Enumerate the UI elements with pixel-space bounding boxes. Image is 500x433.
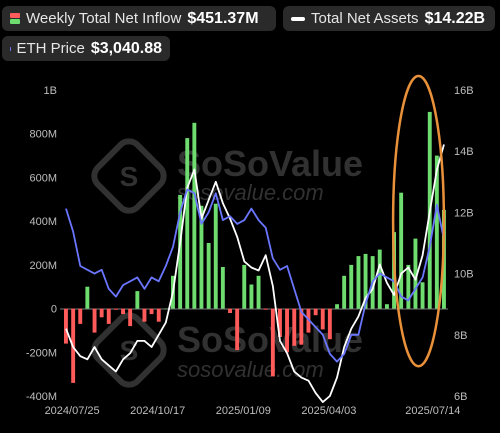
inflow-bar	[313, 308, 318, 316]
inflow-bar	[178, 194, 183, 309]
watermark-brand-bottom: SoSoValue	[177, 319, 363, 360]
inflow-bar	[199, 205, 204, 309]
inflow-bar	[156, 308, 161, 322]
inflow-bar	[64, 308, 68, 344]
eth-price-line	[65, 188, 445, 363]
watermark-url-bottom: sosovalue.com	[177, 357, 324, 382]
legend-price-label: ETH Price	[16, 40, 85, 57]
inflow-bar	[278, 308, 282, 337]
inflow-bar	[420, 282, 425, 309]
inflow-bar	[406, 264, 411, 309]
inflow-bar	[349, 264, 354, 309]
legend-inflow-label: Weekly Total Net Inflow	[26, 10, 182, 27]
x-tick-label: 2025/01/09	[216, 405, 271, 417]
inflow-bar	[270, 308, 275, 377]
inflow-bar	[192, 122, 197, 309]
y-left-tick-label: 600M	[29, 172, 57, 184]
inflow-bar	[220, 267, 225, 309]
inflow-bar	[242, 264, 247, 309]
y-left-tick-label: 200M	[29, 260, 57, 272]
inflow-bar	[327, 308, 332, 340]
y-right-tick-label: 16B	[454, 85, 474, 97]
y-right-tick-label: 14B	[454, 146, 474, 158]
legend-assets-value: $14.22B	[424, 9, 486, 27]
inflow-bar	[99, 308, 104, 318]
y-left-tick-label: 1B	[44, 85, 57, 97]
x-tick-label: 2024/07/25	[45, 405, 100, 417]
inflow-bar	[128, 308, 133, 327]
legend-assets-label: Total Net Assets	[311, 10, 419, 27]
y-left-tick-label: 400M	[29, 216, 57, 228]
inflow-bar	[320, 308, 325, 330]
inflow-bar	[385, 304, 389, 309]
inflow-bar	[342, 275, 347, 309]
inflow-bar	[106, 308, 111, 324]
legend-price-value: $3,040.88	[90, 39, 162, 57]
inflow-bar	[377, 249, 382, 309]
inflow-bar	[228, 308, 232, 313]
inflow-bars	[64, 111, 446, 383]
highlight-ellipse	[391, 74, 446, 368]
x-tick-label: 2025/07/14	[405, 405, 460, 417]
inflow-bar	[285, 308, 289, 353]
inflow-bar	[249, 284, 254, 309]
watermark-url-top: sosovalue.com	[177, 180, 324, 205]
inflow-bar	[92, 308, 97, 333]
total-net-assets-line	[65, 144, 445, 403]
watermark-brand-top: SoSoValue	[177, 143, 363, 184]
x-tick-label: 2024/10/17	[130, 405, 185, 417]
inflow-bar	[142, 308, 147, 322]
x-tick-label: 2025/04/03	[301, 405, 356, 417]
inflow-bar	[185, 138, 190, 309]
legend-inflow: Weekly Total Net Inflow $451.37M	[2, 6, 276, 31]
y-left-tick-label: -200M	[26, 347, 57, 359]
y-left-tick-label: 0	[51, 304, 57, 316]
inflow-bar	[149, 308, 154, 315]
inflow-bar	[434, 155, 439, 309]
inflow-bar	[299, 308, 304, 345]
inflow-bar	[163, 308, 168, 310]
watermark-top: S SoSoValue sosovalue.com	[91, 138, 363, 214]
inflow-bar	[413, 238, 418, 309]
y-right-tick-label: 12B	[454, 207, 474, 219]
inflow-bar	[114, 308, 118, 310]
legend-assets: Total Net Assets $14.22B	[283, 6, 495, 31]
inflow-swatch-icon	[10, 13, 20, 24]
inflow-bar	[121, 308, 125, 315]
y-right-tick-label: 8B	[454, 330, 467, 342]
svg-text:S: S	[120, 161, 139, 192]
inflow-bar	[135, 291, 140, 309]
inflow-bar	[263, 308, 268, 310]
inflow-bar	[356, 256, 361, 309]
y-left-tick-label: 800M	[29, 129, 57, 141]
inflow-bar	[78, 308, 83, 324]
assets-swatch-icon	[291, 16, 305, 21]
legend-price: ETH Price $3,040.88	[2, 36, 170, 61]
inflow-bar	[363, 253, 368, 309]
legend-inflow-value: $451.37M	[187, 9, 259, 27]
inflow-bar	[256, 275, 261, 309]
watermark-bottom: S SoSoValue sosovalue.com	[91, 312, 363, 388]
inflow-bar	[235, 308, 240, 351]
sosovalue-logo-icon: S	[91, 138, 167, 214]
inflow-bar	[335, 304, 339, 309]
inflow-bar	[213, 203, 218, 309]
y-right-tick-label: 6B	[454, 391, 467, 403]
inflow-bar	[85, 286, 90, 309]
inflow-bar	[206, 243, 211, 309]
y-right-tick-label: 10B	[454, 269, 474, 281]
inflow-bar	[399, 192, 404, 309]
inflow-bar	[292, 308, 297, 346]
y-left-tick-label: -400M	[26, 391, 57, 403]
